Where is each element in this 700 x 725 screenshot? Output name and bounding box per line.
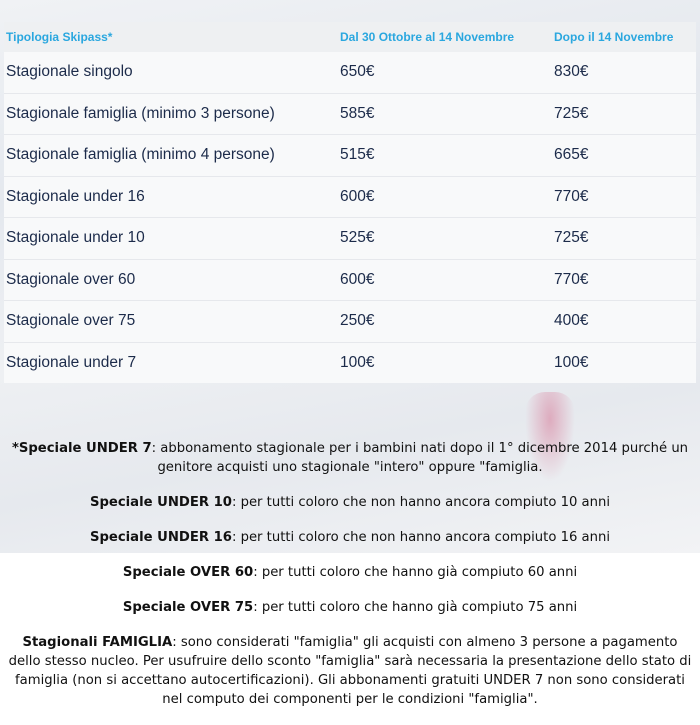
- late-price: 400€: [554, 312, 589, 330]
- late-price: 725€: [554, 229, 589, 247]
- table-row: Stagionale under 16 600€ 770€: [4, 175, 696, 217]
- early-price: 100€: [340, 353, 375, 371]
- skipass-type: Stagionale over 60: [6, 270, 136, 288]
- early-price: 585€: [340, 104, 375, 122]
- header-tipologia: Tipologia Skipass*: [6, 30, 113, 44]
- note-paragraph: *Speciale UNDER 7: abbonamento stagional…: [8, 439, 692, 477]
- note-text: : per tutti coloro che non hanno ancora …: [231, 530, 611, 545]
- skipass-type: Stagionale famiglia (minimo 4 persone): [6, 146, 275, 164]
- note-title: Speciale UNDER 10: [89, 495, 232, 510]
- table-header: Tipologia Skipass* Dal 30 Ottobre al 14 …: [4, 22, 696, 52]
- skipass-type: Stagionale famiglia (minimo 3 persone): [6, 104, 275, 122]
- late-price: 665€: [554, 146, 589, 164]
- skipass-type: Stagionale singolo: [6, 63, 133, 81]
- late-price: 725€: [554, 104, 589, 122]
- note-title: Speciale OVER 75: [122, 600, 254, 615]
- late-price: 770€: [554, 270, 589, 288]
- late-price: 100€: [554, 353, 589, 371]
- skipass-type: Stagionale under 7: [6, 353, 137, 371]
- late-price: 830€: [554, 63, 589, 81]
- early-price: 650€: [340, 63, 375, 81]
- early-price: 250€: [340, 312, 375, 330]
- note-paragraph: Speciale UNDER 16: per tutti coloro che …: [8, 528, 692, 547]
- early-price: 600€: [340, 187, 375, 205]
- late-price: 770€: [554, 187, 589, 205]
- early-price: 515€: [340, 146, 375, 164]
- note-title: Speciale UNDER 16: [89, 530, 232, 545]
- note-title: Speciale OVER 60: [122, 565, 254, 580]
- header-early-price: Dal 30 Ottobre al 14 Novembre: [340, 30, 515, 44]
- note-paragraph: Speciale OVER 60: per tutti coloro che h…: [8, 563, 692, 582]
- skier-image: [525, 392, 575, 482]
- header-late-price: Dopo il 14 Novembre: [554, 30, 674, 44]
- note-text: : sono considerati "famiglia" gli acquis…: [8, 635, 692, 707]
- early-price: 525€: [340, 229, 375, 247]
- table-row: Stagionale over 75 250€ 400€: [4, 300, 696, 342]
- skipass-type: Stagionale under 16: [6, 187, 145, 205]
- skipass-type: Stagionale under 10: [6, 229, 145, 247]
- skipass-type: Stagionale over 75: [6, 312, 136, 330]
- note-text: : per tutti coloro che non hanno ancora …: [231, 495, 611, 510]
- note-paragraph: Stagionali FAMIGLIA: sono considerati "f…: [8, 633, 692, 709]
- table-row: Stagionale under 10 525€ 725€: [4, 217, 696, 259]
- table-row: Stagionale over 60 600€ 770€: [4, 258, 696, 300]
- note-title: *Speciale UNDER 7: [11, 441, 152, 456]
- table-row: Stagionale under 7 100€ 100€: [4, 341, 696, 383]
- early-price: 600€: [340, 270, 375, 288]
- table-row: Stagionale famiglia (minimo 3 persone) 58…: [4, 92, 696, 134]
- note-text: : per tutti coloro che hanno già compiut…: [253, 600, 578, 615]
- note-text: : abbonamento stagionale per i bambini n…: [151, 441, 689, 475]
- note-paragraph: Speciale UNDER 10: per tutti coloro che …: [8, 493, 692, 512]
- note-paragraph: Speciale OVER 75: per tutti coloro che h…: [8, 598, 692, 617]
- note-title: Stagionali FAMIGLIA: [22, 635, 173, 650]
- price-table: Tipologia Skipass* Dal 30 Ottobre al 14 …: [4, 22, 696, 383]
- notes-section: *Speciale UNDER 7: abbonamento stagional…: [0, 439, 700, 725]
- note-text: : per tutti coloro che hanno già compiut…: [253, 565, 578, 580]
- table-row: Stagionale singolo 650€ 830€: [4, 52, 696, 93]
- table-row: Stagionale famiglia (minimo 4 persone) 51…: [4, 134, 696, 176]
